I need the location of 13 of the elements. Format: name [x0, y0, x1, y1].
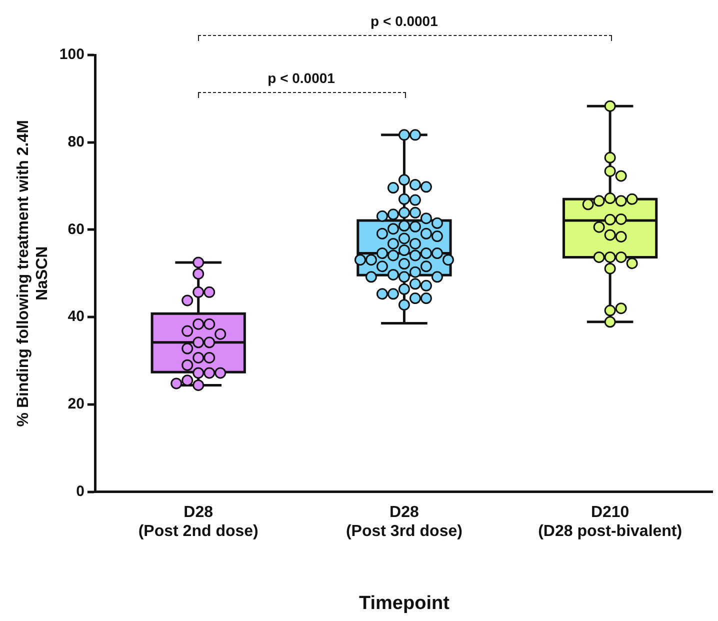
- y-tick-label: 60: [68, 220, 84, 238]
- x-tick-label: D28 (Post 3rd dose): [346, 504, 462, 540]
- y-tick-label: 80: [68, 134, 84, 150]
- y-tick-label: 40: [68, 308, 84, 326]
- y-axis-title: % Binding following treatment with 2.4M NaSCN: [15, 120, 52, 427]
- y-tick-label: 20: [68, 396, 84, 413]
- annotation: p < 0.0001: [268, 70, 336, 86]
- y-tick-label: 0: [76, 482, 84, 500]
- x-tick-label: D28 (Post 2nd dose): [138, 504, 258, 540]
- x-tick-label: D210 (D28 post-bivalent): [538, 504, 682, 540]
- x-axis-title: Timepoint: [358, 592, 450, 614]
- y-tick-label: 100: [59, 46, 84, 64]
- text: p < 0.0001: [370, 13, 438, 30]
